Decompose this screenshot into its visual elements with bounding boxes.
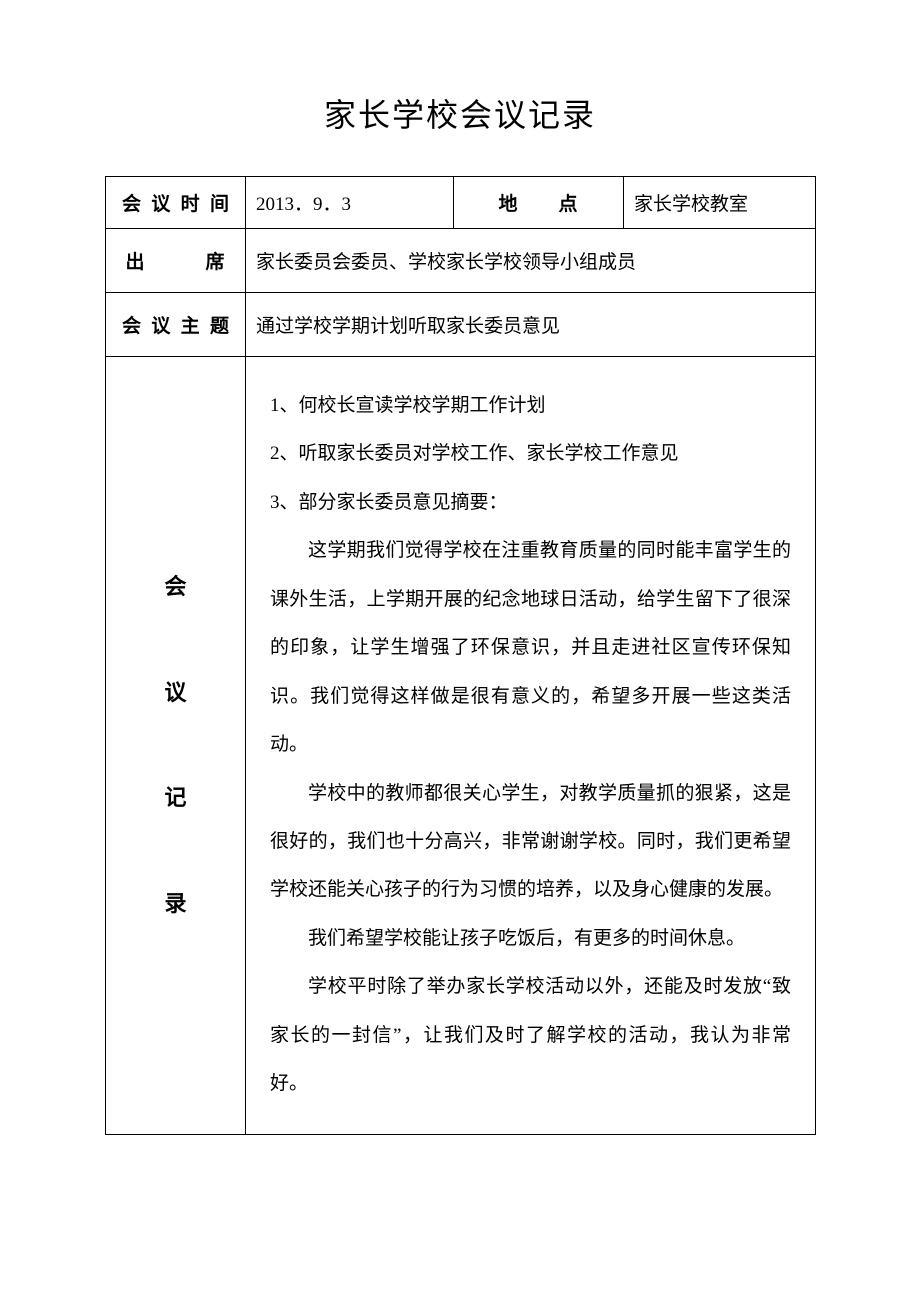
location-label: 地 点 [454,177,624,229]
record-content: 1、何校长宣读学校学期工作计划 2、听取家长委员对学校工作、家长学校工作意见 3… [246,357,816,1135]
table-row: 会议时间 2013．9．3 地 点 家长学校教室 [106,177,816,229]
table-row: 会 议 记 录 1、何校长宣读学校学期工作计划 2、听取家长委员对学校工作、家长… [106,357,816,1135]
location-value: 家长学校教室 [624,177,816,229]
record-item: 2、听取家长委员对学校工作、家长学校工作意见 [270,430,791,478]
attendance-value: 家长委员会委员、学校家长学校领导小组成员 [246,229,816,293]
attendance-label: 出 席 [106,229,246,293]
record-label-char: 议 [164,680,186,705]
meeting-record-table: 会议时间 2013．9．3 地 点 家长学校教室 出 席 家长委员会委员、学校家… [105,176,816,1135]
record-paragraph: 这学期我们觉得学校在注重教育质量的同时能丰富学生的课外生活，上学期开展的纪念地球… [270,527,791,769]
table-row: 出 席 家长委员会委员、学校家长学校领导小组成员 [106,229,816,293]
record-paragraph: 学校平时除了举办家长学校活动以外，还能及时发放“致家长的一封信”，让我们及时了解… [270,963,791,1108]
meeting-time-value: 2013．9．3 [246,177,454,229]
record-section-label: 会 议 记 录 [106,357,246,1135]
table-row: 会议主题 通过学校学期计划听取家长委员意见 [106,293,816,357]
record-label-char: 会 [164,574,186,599]
meeting-time-label: 会议时间 [106,177,246,229]
document-title: 家长学校会议记录 [105,90,815,136]
record-item: 1、何校长宣读学校学期工作计划 [270,382,791,430]
record-label-char: 录 [164,891,186,916]
topic-label: 会议主题 [106,293,246,357]
record-label-char: 记 [164,785,186,810]
record-paragraph: 我们希望学校能让孩子吃饭后，有更多的时间休息。 [270,915,791,963]
record-item: 3、部分家长委员意见摘要： [270,479,791,527]
record-paragraph: 学校中的教师都很关心学生，对教学质量抓的狠紧，这是很好的，我们也十分高兴，非常谢… [270,770,791,915]
topic-value: 通过学校学期计划听取家长委员意见 [246,293,816,357]
